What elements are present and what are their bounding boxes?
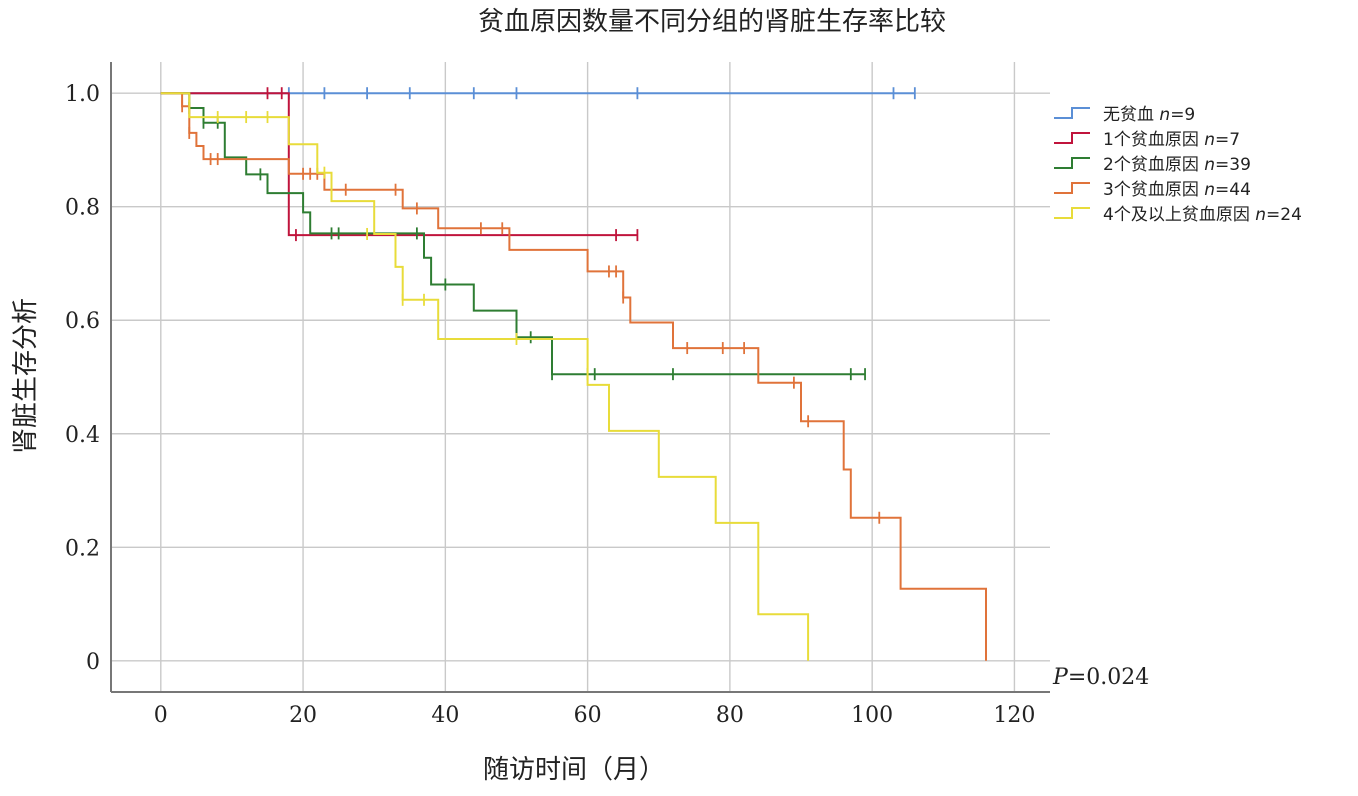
x-tick-label-0: 0	[154, 703, 168, 728]
series-1	[160, 87, 639, 242]
legend-n-label-0: n	[1159, 105, 1170, 125]
series-2	[160, 92, 866, 381]
x-tick-label-3: 60	[574, 703, 602, 728]
p-value-number: =0.024	[1068, 665, 1149, 690]
y-tick-label-1: 0.8	[65, 196, 100, 221]
x-tick-labels: 0 20 40 60 80 100 120	[154, 703, 1036, 728]
legend-n-value-2: =39	[1215, 155, 1251, 175]
p-value-symbol: P	[1052, 665, 1069, 690]
legend-swatch-2	[1054, 157, 1090, 169]
series-line-4	[160, 92, 810, 661]
legend-n-label-3: n	[1204, 180, 1215, 200]
legend-swatch-3	[1054, 182, 1090, 194]
legend-entry-1: 1个贫血原因 n=7	[1103, 130, 1240, 150]
series-line-2	[160, 92, 865, 376]
y-tick-label-5: 0	[86, 650, 100, 675]
x-tick-label-1: 20	[289, 703, 317, 728]
legend-swatch-0	[1054, 107, 1090, 119]
legend-name-3: 3个贫血原因	[1103, 180, 1204, 200]
y-tick-label-3: 0.4	[65, 423, 100, 448]
x-tick-label-5: 100	[851, 703, 893, 728]
y-tick-label-2: 0.6	[65, 309, 100, 334]
grid-lines	[111, 62, 1050, 692]
legend-name-2: 2个贫血原因	[1103, 155, 1204, 175]
legend-swatch-4	[1054, 207, 1090, 219]
legend-n-label-4: n	[1255, 205, 1266, 225]
y-tick-label-4: 0.2	[65, 536, 100, 561]
series-3	[160, 92, 987, 661]
legend-name-4: 4个及以上贫血原因	[1103, 205, 1255, 225]
survival-curves	[160, 87, 987, 661]
legend-name-0: 无贫血	[1103, 105, 1159, 125]
legend-n-label-1: n	[1204, 130, 1215, 150]
series-line-1	[160, 92, 638, 237]
series-4	[160, 92, 810, 661]
legend-entry-3: 3个贫血原因 n=44	[1103, 180, 1251, 200]
p-value-annotation: P=0.024	[1052, 665, 1149, 690]
x-tick-label-4: 80	[716, 703, 744, 728]
series-line-3	[160, 92, 987, 661]
legend-entry-4: 4个及以上贫血原因 n=24	[1103, 205, 1302, 225]
legend-name-1: 1个贫血原因	[1103, 130, 1204, 150]
legend-n-value-0: =9	[1170, 105, 1195, 125]
x-tick-label-6: 120	[993, 703, 1035, 728]
legend-entry-2: 2个贫血原因 n=39	[1103, 155, 1251, 175]
y-tick-label-0: 1.0	[65, 82, 100, 107]
legend-swatch-1	[1054, 132, 1090, 144]
y-axis-label: 肾脏生存分析	[11, 298, 41, 454]
y-tick-labels: 1.0 0.8 0.6 0.4 0.2 0	[65, 82, 100, 675]
legend-n-value-3: =44	[1215, 180, 1251, 200]
legend-n-value-1: =7	[1215, 130, 1240, 150]
chart-title: 贫血原因数量不同分组的肾脏生存率比较	[478, 7, 946, 37]
x-tick-label-2: 40	[431, 703, 459, 728]
legend-n-value-4: =24	[1266, 205, 1302, 225]
legend-entry-0: 无贫血 n=9	[1103, 105, 1195, 125]
legend-n-label-2: n	[1204, 155, 1215, 175]
x-axis-label: 随访时间（月）	[483, 755, 665, 785]
